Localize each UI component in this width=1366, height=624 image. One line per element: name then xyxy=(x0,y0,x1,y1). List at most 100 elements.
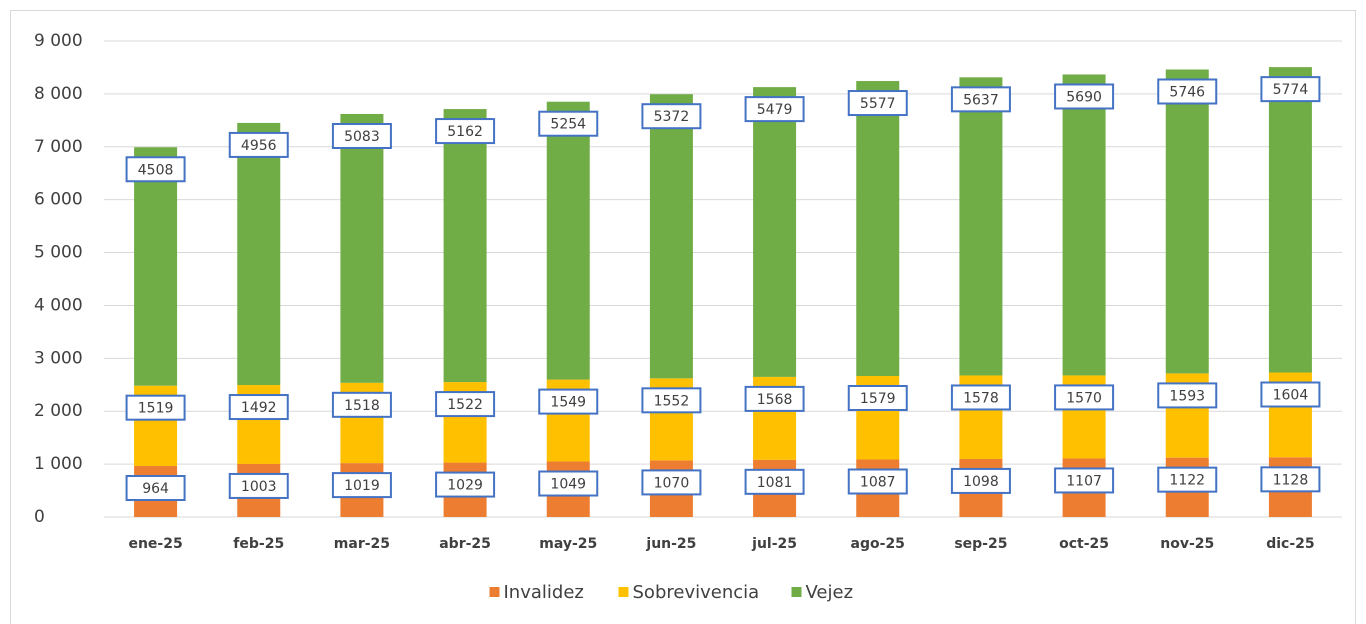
data-label-box xyxy=(125,156,186,183)
data-label-box xyxy=(641,469,702,496)
data-label-box xyxy=(1260,466,1321,493)
x-tick-label: abr-25 xyxy=(439,536,491,552)
bar-segment xyxy=(753,87,797,377)
data-label-box xyxy=(228,131,289,158)
bar-segment xyxy=(1062,74,1106,376)
data-label-box xyxy=(950,384,1011,411)
data-label: 5746 xyxy=(1169,85,1205,101)
data-label-box xyxy=(538,110,599,137)
x-tick-label: feb-25 xyxy=(233,536,284,552)
data-label: 1570 xyxy=(1066,390,1102,406)
data-label: 5254 xyxy=(550,117,586,133)
data-label-box xyxy=(1157,78,1218,105)
data-label-box xyxy=(1054,467,1115,494)
bar-segment xyxy=(1268,67,1312,373)
data-label: 1122 xyxy=(1169,473,1205,489)
data-label-box xyxy=(641,387,702,414)
data-label: 1049 xyxy=(550,477,586,493)
bar-segment xyxy=(237,122,281,386)
data-label: 1522 xyxy=(447,397,483,413)
bar-segment xyxy=(340,113,384,383)
data-label-box xyxy=(228,394,289,421)
data-label-box xyxy=(331,472,392,499)
bar-segment xyxy=(649,94,693,379)
data-label: 1549 xyxy=(550,395,586,411)
data-label-box xyxy=(228,472,289,499)
data-label-box xyxy=(1054,83,1115,110)
y-tick-label: 9 000 xyxy=(34,31,83,51)
data-label-box xyxy=(950,86,1011,113)
data-label: 1492 xyxy=(241,400,277,416)
x-tick-label: oct-25 xyxy=(1059,536,1109,552)
data-label-box xyxy=(125,394,186,421)
data-label: 5637 xyxy=(963,92,999,108)
data-label: 1518 xyxy=(344,398,380,414)
x-tick-label: may-25 xyxy=(539,536,597,552)
data-label-box xyxy=(435,471,496,498)
legend-swatch xyxy=(618,587,629,597)
data-label: 1578 xyxy=(963,390,999,406)
y-tick-label: 3 000 xyxy=(34,348,83,368)
bar-segment xyxy=(546,101,590,380)
y-tick-label: 2 000 xyxy=(34,401,83,421)
data-label-box xyxy=(331,122,392,149)
data-label-box xyxy=(1157,466,1218,493)
data-label-box xyxy=(744,96,805,123)
x-tick-label: sep-25 xyxy=(954,536,1007,552)
legend-swatch xyxy=(489,587,500,597)
bar-segment xyxy=(1165,69,1209,374)
data-label: 4508 xyxy=(138,162,174,178)
y-tick-label: 1 000 xyxy=(34,454,83,474)
bar-segment xyxy=(856,81,900,376)
data-label: 5690 xyxy=(1066,89,1102,105)
legend-swatch xyxy=(791,587,802,597)
data-label-box xyxy=(1260,76,1321,103)
data-label: 1098 xyxy=(963,474,999,490)
y-tick-label: 5 000 xyxy=(34,243,83,263)
data-label: 1019 xyxy=(344,478,380,494)
data-label: 1519 xyxy=(138,401,174,417)
data-label-box xyxy=(538,470,599,497)
data-label: 1003 xyxy=(241,479,277,495)
x-tick-label: jul-25 xyxy=(751,536,797,552)
data-label-box xyxy=(1260,381,1321,408)
bar-segment xyxy=(134,147,178,386)
data-label: 5577 xyxy=(860,96,896,112)
bar-segment xyxy=(443,109,487,383)
x-tick-label: nov-25 xyxy=(1160,536,1214,552)
data-label-box xyxy=(847,90,908,117)
data-label-box xyxy=(1157,382,1218,409)
y-tick-label: 8 000 xyxy=(34,84,83,104)
x-tick-label: ago-25 xyxy=(851,536,905,552)
data-label-box xyxy=(538,388,599,415)
data-label: 1568 xyxy=(757,392,793,408)
data-label: 1128 xyxy=(1273,472,1309,488)
data-label: 1107 xyxy=(1066,473,1102,489)
legend-label: Sobrevivencia xyxy=(633,582,760,603)
data-label-box xyxy=(744,385,805,412)
data-label-box xyxy=(950,467,1011,494)
data-label: 5083 xyxy=(344,129,380,145)
data-label: 1029 xyxy=(447,478,483,494)
data-label-box xyxy=(331,391,392,418)
data-label: 1552 xyxy=(654,393,690,409)
data-label: 1593 xyxy=(1169,388,1205,404)
data-label-box xyxy=(847,384,908,411)
y-tick-label: 0 xyxy=(34,507,45,527)
data-label: 5479 xyxy=(757,102,793,118)
data-label: 1081 xyxy=(757,475,793,491)
data-label: 1604 xyxy=(1273,388,1309,404)
data-label-box xyxy=(641,103,702,130)
legend-label: Invalidez xyxy=(504,582,584,603)
data-label: 4956 xyxy=(241,138,277,154)
legend-label: Vejez xyxy=(806,582,854,603)
y-tick-label: 4 000 xyxy=(34,295,83,315)
data-label: 1087 xyxy=(860,475,896,491)
data-label: 964 xyxy=(142,481,169,497)
x-tick-label: jun-25 xyxy=(645,536,696,552)
data-label: 5372 xyxy=(654,109,690,125)
data-label: 5774 xyxy=(1273,82,1309,98)
x-tick-label: mar-25 xyxy=(334,536,390,552)
data-label-box xyxy=(1054,384,1115,411)
